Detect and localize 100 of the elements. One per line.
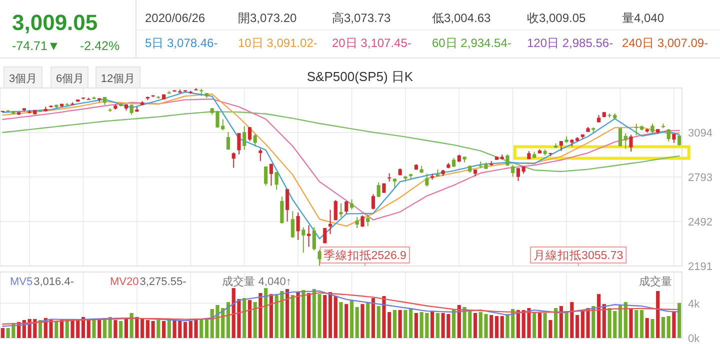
bar bbox=[554, 308, 558, 338]
text: 開3,073.20 bbox=[238, 11, 298, 25]
bar bbox=[371, 298, 376, 338]
text: 5日 3,078.46- bbox=[145, 36, 218, 50]
bar bbox=[548, 320, 552, 338]
candlestick bbox=[360, 214, 364, 228]
bar bbox=[559, 306, 563, 338]
bar bbox=[592, 306, 596, 338]
candlestick bbox=[516, 168, 520, 182]
bar bbox=[602, 304, 606, 338]
bar bbox=[575, 314, 580, 338]
bar bbox=[286, 289, 290, 338]
bar bbox=[296, 292, 300, 338]
bar bbox=[452, 308, 456, 338]
bar bbox=[334, 296, 338, 338]
candlestick bbox=[269, 163, 273, 186]
bar bbox=[140, 318, 144, 338]
candlestick bbox=[339, 202, 343, 218]
candlestick bbox=[248, 126, 252, 142]
bar bbox=[360, 304, 364, 338]
candlestick bbox=[280, 196, 284, 224]
candlestick bbox=[290, 210, 294, 238]
text: -74.71▼ bbox=[12, 39, 60, 53]
bar bbox=[624, 302, 628, 338]
text: 3個月 bbox=[8, 73, 38, 85]
text: 6個月 bbox=[56, 73, 84, 85]
bar bbox=[253, 302, 257, 338]
annotation: 季線扣抵2526.9 bbox=[323, 249, 406, 262]
bar bbox=[200, 318, 204, 338]
candlestick bbox=[650, 122, 654, 134]
bar bbox=[339, 302, 343, 338]
bar bbox=[130, 312, 134, 338]
bar bbox=[156, 320, 160, 338]
bar bbox=[183, 322, 188, 338]
bar bbox=[656, 291, 660, 338]
bar bbox=[629, 308, 633, 338]
y-tick-label: 2191 bbox=[688, 261, 712, 273]
candlestick bbox=[334, 200, 338, 221]
candlestick bbox=[328, 209, 332, 235]
bar bbox=[409, 308, 413, 338]
bar bbox=[376, 306, 380, 338]
bar bbox=[516, 310, 520, 338]
candlestick bbox=[242, 126, 246, 150]
candlestick bbox=[226, 131, 230, 150]
text: -2.42% bbox=[80, 39, 120, 53]
bar bbox=[570, 302, 574, 338]
candlestick bbox=[253, 133, 257, 148]
bar bbox=[672, 312, 676, 338]
candlestick bbox=[302, 226, 306, 254]
bar bbox=[248, 300, 252, 338]
bar bbox=[618, 305, 622, 338]
bar bbox=[414, 312, 418, 338]
candlestick bbox=[425, 173, 429, 188]
y-tick-label: 2492 bbox=[688, 216, 712, 228]
text: 低3,004.63 bbox=[432, 11, 492, 25]
bar bbox=[436, 312, 440, 338]
candlestick bbox=[618, 128, 622, 148]
y-tick-label: 0k bbox=[688, 333, 700, 344]
bar bbox=[543, 312, 547, 338]
candlestick bbox=[274, 172, 278, 190]
candlestick bbox=[237, 132, 241, 155]
bar bbox=[92, 320, 96, 338]
candlestick bbox=[350, 198, 354, 210]
bar bbox=[98, 318, 102, 338]
y-tick-label: 2793 bbox=[688, 172, 712, 184]
chart-title: S&P500(SP5) 日K bbox=[306, 69, 414, 84]
candlestick bbox=[672, 133, 676, 144]
bar bbox=[366, 303, 370, 338]
bar bbox=[264, 288, 268, 338]
candlestick bbox=[452, 157, 456, 168]
bar bbox=[398, 310, 402, 338]
bar bbox=[634, 310, 638, 338]
bar bbox=[500, 316, 504, 338]
bar bbox=[328, 292, 332, 338]
candlestick bbox=[634, 123, 638, 136]
annotation: 成交量 4,040↑ bbox=[222, 275, 292, 288]
bar bbox=[678, 302, 682, 338]
bar bbox=[532, 312, 536, 338]
candlestick bbox=[312, 226, 316, 252]
bar bbox=[350, 300, 354, 338]
candlestick bbox=[286, 188, 290, 222]
bar bbox=[392, 310, 396, 338]
text: 12個月 bbox=[100, 73, 136, 85]
bar bbox=[323, 295, 327, 338]
text: MV5 bbox=[10, 276, 33, 288]
bar bbox=[124, 318, 128, 338]
candlestick bbox=[344, 200, 348, 214]
bar bbox=[242, 298, 246, 338]
bar bbox=[640, 310, 644, 338]
bar bbox=[650, 318, 654, 338]
candlestick bbox=[511, 164, 515, 178]
bar bbox=[167, 320, 171, 338]
candlestick bbox=[232, 152, 236, 168]
bar bbox=[81, 316, 86, 338]
bar bbox=[258, 293, 262, 338]
candlestick bbox=[559, 140, 563, 152]
bar bbox=[645, 318, 649, 338]
bar bbox=[596, 294, 601, 338]
candlestick bbox=[666, 128, 670, 142]
y-tick-label: 4k bbox=[688, 298, 700, 310]
